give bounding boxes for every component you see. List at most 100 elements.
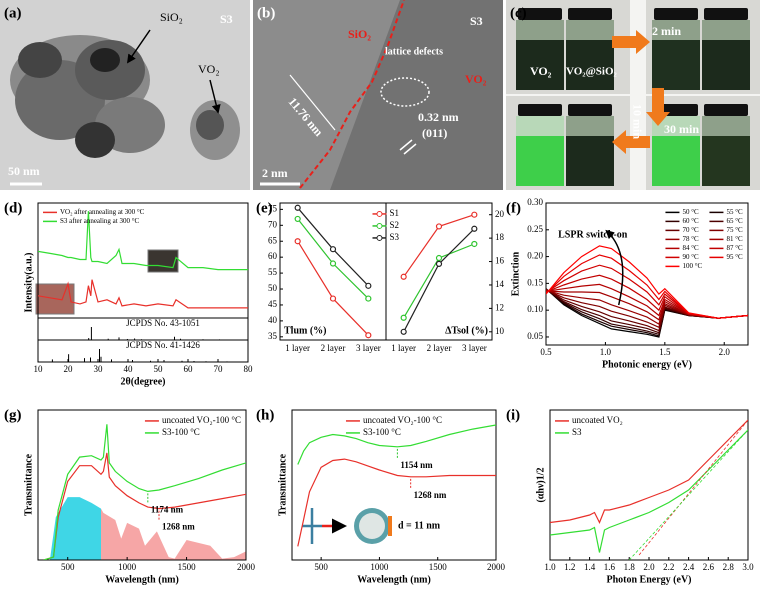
- image-text: 2 min: [652, 24, 681, 38]
- reference-name: JCPDS No. 41-1426: [126, 340, 200, 350]
- legend: uncoated VO₂-100 °C S3-100 °C: [144, 415, 241, 437]
- x-tick-label: 2.8: [723, 562, 735, 572]
- x-tick-label: 2.0: [719, 347, 731, 357]
- legend-label: uncoated VO₂-100 °C: [363, 415, 442, 425]
- x-tick-label: 30: [94, 364, 104, 374]
- legend-label: S3 after annealing at 300 °C: [60, 217, 140, 225]
- legend-label: S1: [389, 208, 399, 218]
- x-tick-label: 500: [314, 562, 328, 572]
- x-tick-label: 1.4: [584, 562, 596, 572]
- x-tick-label: 500: [61, 562, 75, 572]
- series-point: [294, 238, 301, 245]
- x-tick-label: 1500: [429, 562, 448, 572]
- x-tick-label: 2.2: [663, 562, 674, 572]
- x-tick-label: 1.0: [544, 562, 556, 572]
- legend-label: S3: [572, 427, 582, 437]
- series-line: [550, 419, 748, 524]
- image-text: 10 min: [630, 104, 644, 139]
- image-text: SiO₂: [160, 10, 183, 24]
- legend-marker: [376, 234, 383, 241]
- panel-label: (i): [506, 407, 520, 423]
- y-tick-label: 20: [495, 209, 505, 219]
- inset-label: d = 11 nm: [398, 520, 441, 531]
- x-tick-label: 2000: [237, 562, 256, 572]
- series-point: [435, 254, 443, 262]
- y-tick-label: 50: [268, 283, 278, 293]
- x-tick-label: 3.0: [742, 562, 754, 572]
- x-tick-label: 40: [124, 364, 134, 374]
- tem-image-a: (a) SiO₂ S3 VO₂ 50 nm: [0, 0, 250, 190]
- series-point: [400, 314, 407, 321]
- inset-schematic: d = 11 nm: [302, 508, 441, 544]
- series-point: [471, 225, 478, 232]
- y-axis-label: Intensity(a.u.): [23, 252, 34, 312]
- inset-photo: [147, 249, 179, 273]
- image-text: S3: [470, 14, 483, 28]
- y-tick-label: 0.15: [527, 277, 543, 287]
- y-tick-label: 0.25: [527, 224, 543, 234]
- x-tick-label: 3 layer: [356, 343, 381, 353]
- image-text: VO₂@SiO₂: [566, 66, 618, 78]
- series-line: [546, 288, 748, 338]
- legend: uncoated VO₂-100 °C S3-100 °C: [345, 415, 442, 437]
- x-tick-label: 2 layer: [321, 343, 346, 353]
- legend-label: 50 °C: [682, 208, 699, 216]
- legend-label: 84 °C: [682, 244, 699, 252]
- y-axis-label: (αhν)1/2: [535, 467, 546, 502]
- x-axis-label: Wavelength (nm): [357, 574, 431, 585]
- y-tick-label: 45: [268, 299, 278, 309]
- x-tick-label: 80: [244, 364, 254, 374]
- panel-label: (a): [4, 5, 22, 21]
- series-point: [400, 328, 407, 335]
- plot-frame: [291, 409, 497, 561]
- minimum-label: 1174 nm: [151, 504, 184, 514]
- series-line: [297, 458, 496, 547]
- legend-label: 87 °C: [726, 244, 743, 252]
- image-text: SiO₂: [348, 27, 371, 41]
- annotation-arrow: [605, 229, 624, 306]
- legend-label: 90 °C: [682, 253, 699, 261]
- series-point: [400, 273, 407, 280]
- reference-name: JCPDS No. 43-1051: [126, 318, 200, 328]
- y-tick-label: 18: [495, 232, 505, 242]
- y-axis-label: Transmittance: [277, 453, 288, 516]
- legend-label: VO₂ after annealing at 300 °C: [60, 208, 145, 216]
- series-line: [297, 424, 496, 465]
- legend-label: 60 °C: [682, 217, 699, 225]
- legend-label: 55 °C: [726, 208, 743, 216]
- x-tick-label: 2 layer: [427, 343, 452, 353]
- y-tick-label: 0.30: [527, 197, 543, 207]
- y-tick-label: 40: [268, 315, 278, 325]
- legend-label: 81 °C: [726, 235, 743, 243]
- y-tick-label: 14: [495, 279, 505, 289]
- minimum-label: 1154 nm: [400, 460, 433, 470]
- legend-label: 78 °C: [682, 235, 699, 243]
- image-text: 30 min: [664, 122, 699, 136]
- series-point: [471, 211, 478, 218]
- scale-bar-label: 2 nm: [262, 166, 288, 180]
- x-axis-label: Photon Energy (eV): [607, 574, 692, 585]
- series-point: [435, 223, 443, 230]
- series-point: [329, 260, 337, 267]
- series-point: [365, 295, 372, 302]
- x-axis-label: Photonic energy (eV): [602, 359, 692, 370]
- fit-line: [638, 419, 748, 556]
- x-tick-label: 1.5: [659, 347, 671, 357]
- series-point: [294, 204, 301, 211]
- series-line: [43, 452, 246, 560]
- x-tick-label: 2.6: [703, 562, 715, 572]
- image-text: VO₂: [530, 64, 552, 78]
- series-line: [403, 228, 475, 333]
- y-tick-label: 16: [495, 256, 505, 266]
- legend-label: uncoated VO₂-100 °C: [162, 415, 241, 425]
- legend-marker: [376, 210, 383, 217]
- y-tick-label: 70: [268, 219, 278, 229]
- legend-label: 70 °C: [682, 226, 699, 234]
- panel-label: (e): [256, 200, 273, 216]
- series-line: [546, 245, 748, 319]
- legend: VO₂ after annealing at 300 °CS3 after an…: [43, 208, 145, 225]
- y-tick-label: 75: [268, 203, 278, 213]
- image-text: lattice defects: [385, 46, 443, 57]
- minimum-label: 1268 nm: [414, 490, 447, 500]
- y-axis-label: Extinction: [510, 251, 521, 296]
